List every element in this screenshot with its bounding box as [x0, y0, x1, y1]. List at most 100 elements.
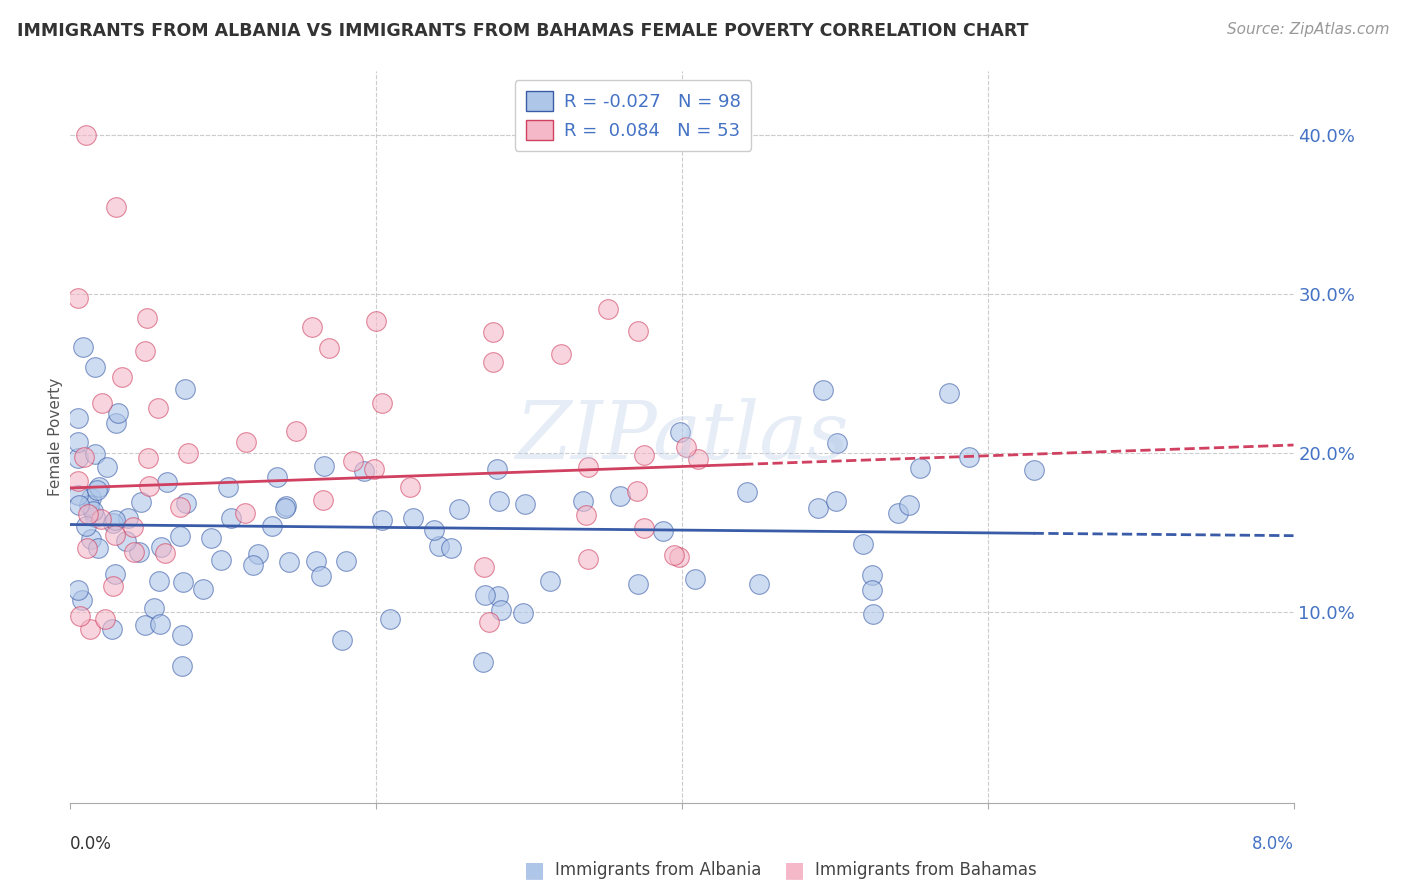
Point: [155, 546, 177, 560]
Point: [512, 606, 534, 620]
Point: [76, 541, 98, 556]
Point: [633, 448, 655, 462]
Point: [576, 460, 599, 475]
Point: [274, 499, 297, 513]
Point: [330, 632, 353, 647]
Point: [124, 545, 146, 559]
Point: [174, 496, 197, 510]
Point: [1022, 463, 1045, 477]
Point: [668, 550, 690, 565]
Point: [200, 531, 222, 545]
Point: [105, 200, 128, 214]
Text: ■: ■: [785, 860, 804, 880]
Point: [75, 519, 97, 533]
Legend: R = -0.027   N = 98, R =  0.084   N = 53: R = -0.027 N = 98, R = 0.084 N = 53: [515, 80, 751, 151]
Point: [66, 434, 89, 449]
Point: [84, 359, 107, 374]
Point: [633, 521, 655, 535]
Point: [146, 401, 169, 415]
Point: [77, 498, 100, 512]
Point: [66, 411, 89, 425]
Point: [142, 600, 165, 615]
Point: [427, 539, 450, 553]
Point: [117, 510, 139, 524]
Point: [66, 474, 89, 488]
Point: [683, 573, 706, 587]
Point: [938, 385, 960, 400]
Point: [177, 445, 200, 459]
Point: [474, 588, 496, 602]
Text: Immigrants from Bahamas: Immigrants from Bahamas: [815, 861, 1038, 879]
Point: [285, 424, 308, 438]
Point: [309, 568, 332, 582]
Point: [342, 454, 364, 468]
Point: [574, 508, 596, 523]
Point: [481, 325, 503, 339]
Text: ■: ■: [524, 860, 544, 880]
Point: [80, 533, 103, 547]
Point: [852, 536, 875, 550]
Point: [887, 506, 910, 520]
Point: [73, 450, 96, 464]
Point: [129, 495, 152, 509]
Point: [91, 395, 114, 409]
Point: [363, 461, 385, 475]
Point: [860, 582, 883, 597]
Point: [266, 470, 288, 484]
Point: [825, 494, 848, 508]
Point: [138, 479, 160, 493]
Point: [335, 553, 357, 567]
Point: [90, 512, 112, 526]
Point: [491, 603, 513, 617]
Point: [107, 406, 129, 420]
Point: [576, 552, 599, 566]
Point: [94, 611, 117, 625]
Point: [312, 492, 335, 507]
Point: [485, 461, 508, 475]
Point: [550, 346, 572, 360]
Point: [69, 608, 91, 623]
Point: [811, 383, 834, 397]
Point: [274, 500, 297, 515]
Point: [242, 558, 264, 572]
Point: [80, 491, 103, 506]
Point: [217, 480, 239, 494]
Point: [371, 396, 394, 410]
Point: [301, 320, 323, 334]
Point: [172, 574, 194, 589]
Point: [66, 291, 89, 305]
Point: [897, 498, 920, 512]
Point: [626, 484, 648, 499]
Point: [79, 622, 101, 636]
Point: [482, 355, 505, 369]
Point: [84, 448, 107, 462]
Point: [486, 589, 509, 603]
Point: [262, 519, 284, 533]
Point: [364, 314, 387, 328]
Point: [399, 480, 422, 494]
Point: [675, 440, 697, 454]
Point: [488, 494, 510, 508]
Point: [66, 582, 89, 597]
Point: [627, 576, 650, 591]
Point: [128, 545, 150, 559]
Point: [121, 520, 143, 534]
Point: [598, 302, 620, 317]
Point: [104, 567, 127, 582]
Point: [72, 341, 94, 355]
Text: Immigrants from Albania: Immigrants from Albania: [555, 861, 762, 879]
Point: [82, 504, 104, 518]
Point: [312, 458, 335, 473]
Point: [449, 501, 471, 516]
Point: [371, 513, 394, 527]
Point: [156, 475, 179, 489]
Point: [957, 450, 980, 465]
Point: [472, 559, 495, 574]
Point: [89, 480, 111, 494]
Point: [96, 460, 118, 475]
Point: [305, 554, 328, 568]
Point: [513, 497, 536, 511]
Point: [170, 659, 193, 673]
Point: [571, 493, 593, 508]
Point: [609, 489, 631, 503]
